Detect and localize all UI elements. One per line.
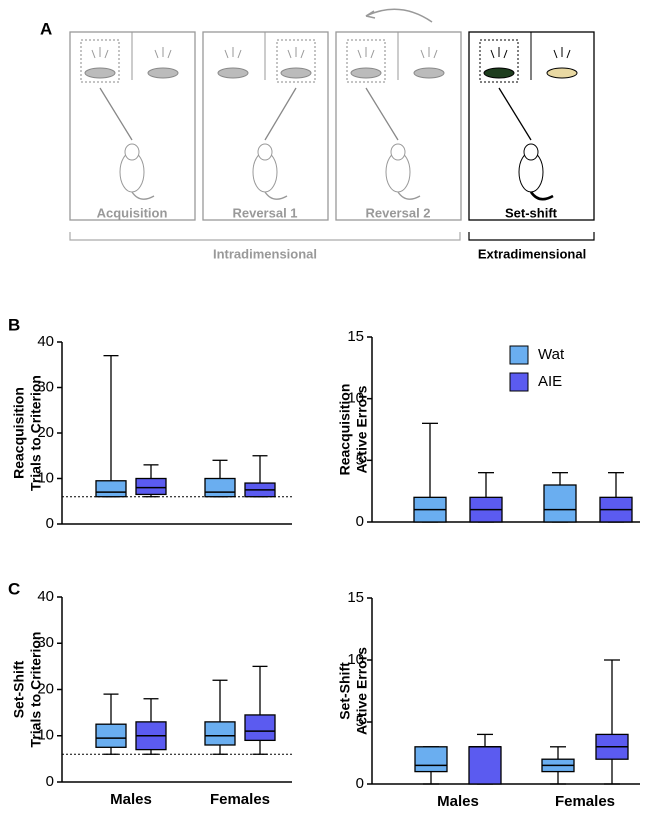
- y-tick-label: 0: [46, 773, 54, 790]
- y-tick-label: 20: [37, 680, 54, 697]
- y-axis-label: Active Errors: [354, 647, 370, 735]
- y-tick-label: 0: [356, 775, 364, 792]
- bracket: [468, 232, 595, 241]
- arrow-head: [365, 10, 376, 19]
- y-tick-label: 10: [347, 390, 364, 407]
- stage-label: Acquisition: [97, 205, 168, 220]
- panel-letter: B: [8, 315, 20, 334]
- mouse-tail: [529, 191, 554, 201]
- dish: [413, 67, 445, 79]
- dish: [350, 67, 382, 79]
- mouse-head: [523, 143, 539, 161]
- box: [204, 477, 236, 498]
- bracket: [69, 232, 461, 241]
- y-tick-label: 15: [347, 589, 364, 606]
- y-tick-label: 15: [347, 328, 364, 345]
- box: [135, 477, 167, 496]
- arrow: [365, 87, 399, 141]
- mouse-head: [390, 143, 406, 161]
- dish: [84, 67, 116, 79]
- arrow: [365, 8, 433, 23]
- legend-label: Wat: [538, 346, 565, 363]
- odor: [91, 47, 109, 59]
- box: [543, 484, 577, 523]
- stage-label: Set-shift: [505, 205, 558, 220]
- odor: [357, 47, 375, 59]
- mouse-head: [124, 143, 140, 161]
- y-tick-label: 0: [356, 513, 364, 530]
- y-tick-label: 5: [356, 713, 364, 730]
- y-axis-label: Active Errors: [354, 385, 370, 473]
- group-label: Extradimensional: [478, 246, 586, 261]
- odor: [224, 47, 242, 59]
- x-tick-label: Males: [437, 793, 479, 810]
- y-tick-label: 10: [347, 651, 364, 668]
- y-tick-label: 5: [356, 451, 364, 468]
- mouse-tail: [397, 191, 421, 200]
- panel-letter: C: [8, 579, 20, 598]
- x-tick-label: Males: [110, 791, 152, 808]
- y-axis-label: Reacquisition: [337, 384, 353, 476]
- mouse-tail: [131, 191, 155, 200]
- box: [414, 746, 448, 773]
- panel-letter: A: [40, 19, 52, 38]
- mouse-tail: [264, 191, 288, 200]
- box: [468, 746, 502, 785]
- y-tick-label: 30: [37, 378, 54, 395]
- y-tick-label: 40: [37, 333, 54, 350]
- y-tick-label: 10: [37, 727, 54, 744]
- odor: [420, 47, 438, 59]
- y-axis-label: Set-Shift: [11, 660, 27, 718]
- dish: [546, 67, 578, 79]
- mouse-head: [257, 143, 273, 161]
- box: [244, 714, 276, 742]
- y-axis-label: Reacquisition: [11, 387, 27, 479]
- group-label: Intradimensional: [213, 246, 317, 261]
- stage-label: Reversal 2: [365, 205, 430, 220]
- dish: [217, 67, 249, 79]
- box: [95, 723, 127, 748]
- box: [95, 480, 127, 498]
- y-axis-label: Trials to Criterion: [28, 632, 44, 748]
- y-tick-label: 30: [37, 634, 54, 651]
- y-tick-label: 10: [37, 469, 54, 486]
- legend-label: AIE: [538, 373, 562, 390]
- legend-swatch: [509, 372, 529, 392]
- box: [204, 721, 236, 746]
- dish: [147, 67, 179, 79]
- y-tick-label: 0: [46, 515, 54, 532]
- arrow: [99, 87, 133, 141]
- odor: [553, 47, 571, 59]
- x-tick-label: Females: [210, 791, 270, 808]
- odor: [154, 47, 172, 59]
- legend-swatch: [509, 345, 529, 365]
- arrow: [498, 87, 532, 141]
- odor: [490, 47, 508, 59]
- y-axis-label: Set-Shift: [337, 662, 353, 720]
- dish: [483, 67, 515, 79]
- x-tick-label: Females: [555, 793, 615, 810]
- arrow: [264, 87, 297, 141]
- odor: [287, 47, 305, 59]
- y-axis-label: Trials to Criterion: [28, 375, 44, 491]
- y-tick-label: 40: [37, 588, 54, 605]
- stage-label: Reversal 1: [232, 205, 297, 220]
- dish: [280, 67, 312, 79]
- y-tick-label: 20: [37, 424, 54, 441]
